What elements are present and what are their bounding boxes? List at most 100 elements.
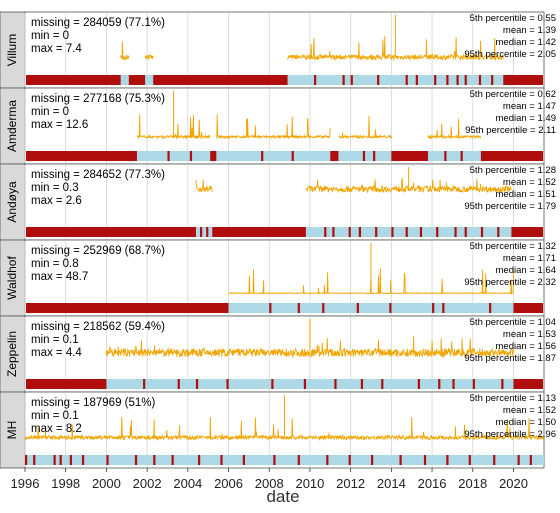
median-stat: median = 1.49 bbox=[496, 113, 556, 124]
missing-mark bbox=[153, 455, 156, 465]
missing-mark bbox=[356, 303, 359, 313]
missing-mark bbox=[81, 455, 85, 465]
max-stat: max = 8.2 bbox=[31, 423, 82, 435]
x-axis: 1996 1998 2000 2002 2004 2006 2008 2010 2012 2014… bbox=[11, 468, 528, 491]
min-stat: min = 0.1 bbox=[31, 334, 79, 346]
min-stat: min = 0.1 bbox=[31, 410, 79, 422]
p95-stat: 95th percentile = 2.11 bbox=[465, 125, 556, 136]
x-tick-label: 2012 bbox=[336, 476, 365, 491]
missing-mark bbox=[491, 75, 494, 85]
missing-mark bbox=[171, 455, 174, 465]
missing-mark bbox=[269, 303, 272, 313]
missing-mark bbox=[405, 227, 408, 237]
min-stat: min = 0.8 bbox=[31, 258, 79, 270]
mean-stat: mean = 1.53 bbox=[503, 329, 556, 340]
p5-stat: 5th percentile = 0.62 bbox=[470, 89, 556, 100]
median-stat: median = 1.64 bbox=[496, 265, 556, 276]
missing-stat: missing = 284059 (77.1%) bbox=[31, 17, 165, 29]
missing-mark bbox=[332, 227, 335, 237]
missing-mark bbox=[273, 455, 276, 465]
missing-mark bbox=[314, 75, 317, 85]
missing-mark bbox=[195, 379, 199, 389]
missing-mark bbox=[303, 379, 307, 389]
present-period bbox=[287, 75, 504, 85]
missing-mark bbox=[271, 379, 274, 389]
missing-mark bbox=[456, 75, 459, 85]
missing-mark bbox=[464, 75, 467, 85]
p5-stat: 5th percentile = 1.28 bbox=[470, 165, 556, 176]
missing-mark bbox=[348, 227, 351, 237]
mean-stat: mean = 1.71 bbox=[503, 253, 556, 264]
missing-mark bbox=[389, 303, 392, 313]
panel-amderma: Amderma missing = 277168 (75.3%)min = 0ma… bbox=[0, 87, 556, 165]
missing-mark bbox=[358, 227, 361, 237]
missing-mark bbox=[444, 151, 447, 161]
missing-mark bbox=[460, 151, 463, 161]
missing-stat: missing = 218562 (59.4%) bbox=[31, 321, 165, 333]
missing-mark bbox=[446, 75, 449, 85]
missing-mark bbox=[53, 455, 56, 465]
missing-mark bbox=[417, 379, 421, 389]
series-line bbox=[105, 335, 514, 359]
strip-label: Amderma bbox=[5, 100, 19, 152]
p95-stat: 95th percentile = 2.32 bbox=[464, 277, 556, 288]
series-line bbox=[195, 179, 213, 193]
x-tick-label: 1998 bbox=[51, 476, 80, 491]
missing-mark bbox=[529, 455, 532, 465]
missing-mark bbox=[432, 303, 435, 313]
series-line bbox=[427, 118, 482, 140]
min-stat: min = 0 bbox=[31, 106, 69, 118]
missing-mark bbox=[342, 75, 345, 85]
panel-villum: Villum missing = 284059 (77.1%)min = 0max… bbox=[0, 11, 556, 89]
series-line bbox=[215, 114, 331, 140]
missing-mark bbox=[438, 379, 441, 389]
strip-background bbox=[0, 163, 26, 241]
missing-mark bbox=[242, 455, 245, 465]
mean-stat: mean = 1.39 bbox=[503, 25, 556, 36]
x-tick-label: 2006 bbox=[214, 476, 243, 491]
missing-mark bbox=[167, 151, 170, 161]
strip-label: Villum bbox=[5, 34, 19, 66]
missing-mark bbox=[291, 151, 294, 161]
p95-stat: 95th percentile = 2.96 bbox=[464, 429, 556, 440]
median-stat: median = 1.56 bbox=[496, 341, 556, 352]
missing-mark bbox=[297, 455, 300, 465]
x-tick-label: 2010 bbox=[295, 476, 324, 491]
present-period bbox=[25, 455, 544, 465]
missing-mark bbox=[399, 455, 402, 465]
missing-mark bbox=[391, 227, 394, 237]
missing-mark bbox=[261, 151, 264, 161]
missing-mark bbox=[415, 75, 418, 85]
present-period bbox=[216, 151, 331, 161]
median-stat: median = 1.50 bbox=[496, 417, 556, 428]
missing-mark bbox=[106, 455, 109, 465]
max-stat: max = 4.4 bbox=[31, 347, 82, 359]
series-line bbox=[305, 178, 512, 194]
missing-mark bbox=[434, 75, 437, 85]
missing-mark bbox=[134, 455, 138, 465]
present-period bbox=[120, 75, 129, 85]
series-line bbox=[120, 41, 130, 61]
missing-mark bbox=[517, 455, 520, 465]
series-line bbox=[338, 115, 392, 140]
missing-mark bbox=[25, 455, 28, 465]
missing-mark bbox=[375, 227, 378, 237]
strip-label: Zeppelin bbox=[5, 331, 19, 377]
missing-mark bbox=[480, 227, 484, 237]
max-stat: max = 7.4 bbox=[31, 43, 82, 55]
present-period bbox=[136, 151, 211, 161]
strip-background bbox=[0, 239, 26, 317]
min-stat: min = 0.3 bbox=[31, 182, 79, 194]
strip-background bbox=[0, 315, 26, 393]
strip-background bbox=[0, 391, 26, 469]
min-stat: min = 0 bbox=[31, 30, 69, 42]
missing-mark bbox=[69, 455, 72, 465]
median-stat: median = 1.42 bbox=[496, 37, 556, 48]
missing-mark bbox=[436, 227, 439, 237]
mean-stat: mean = 1.52 bbox=[503, 177, 556, 188]
strip-label: Waldhof bbox=[5, 256, 19, 300]
missing-mark bbox=[493, 455, 496, 465]
strip-label: MH bbox=[5, 421, 19, 440]
missing-mark bbox=[497, 227, 500, 237]
